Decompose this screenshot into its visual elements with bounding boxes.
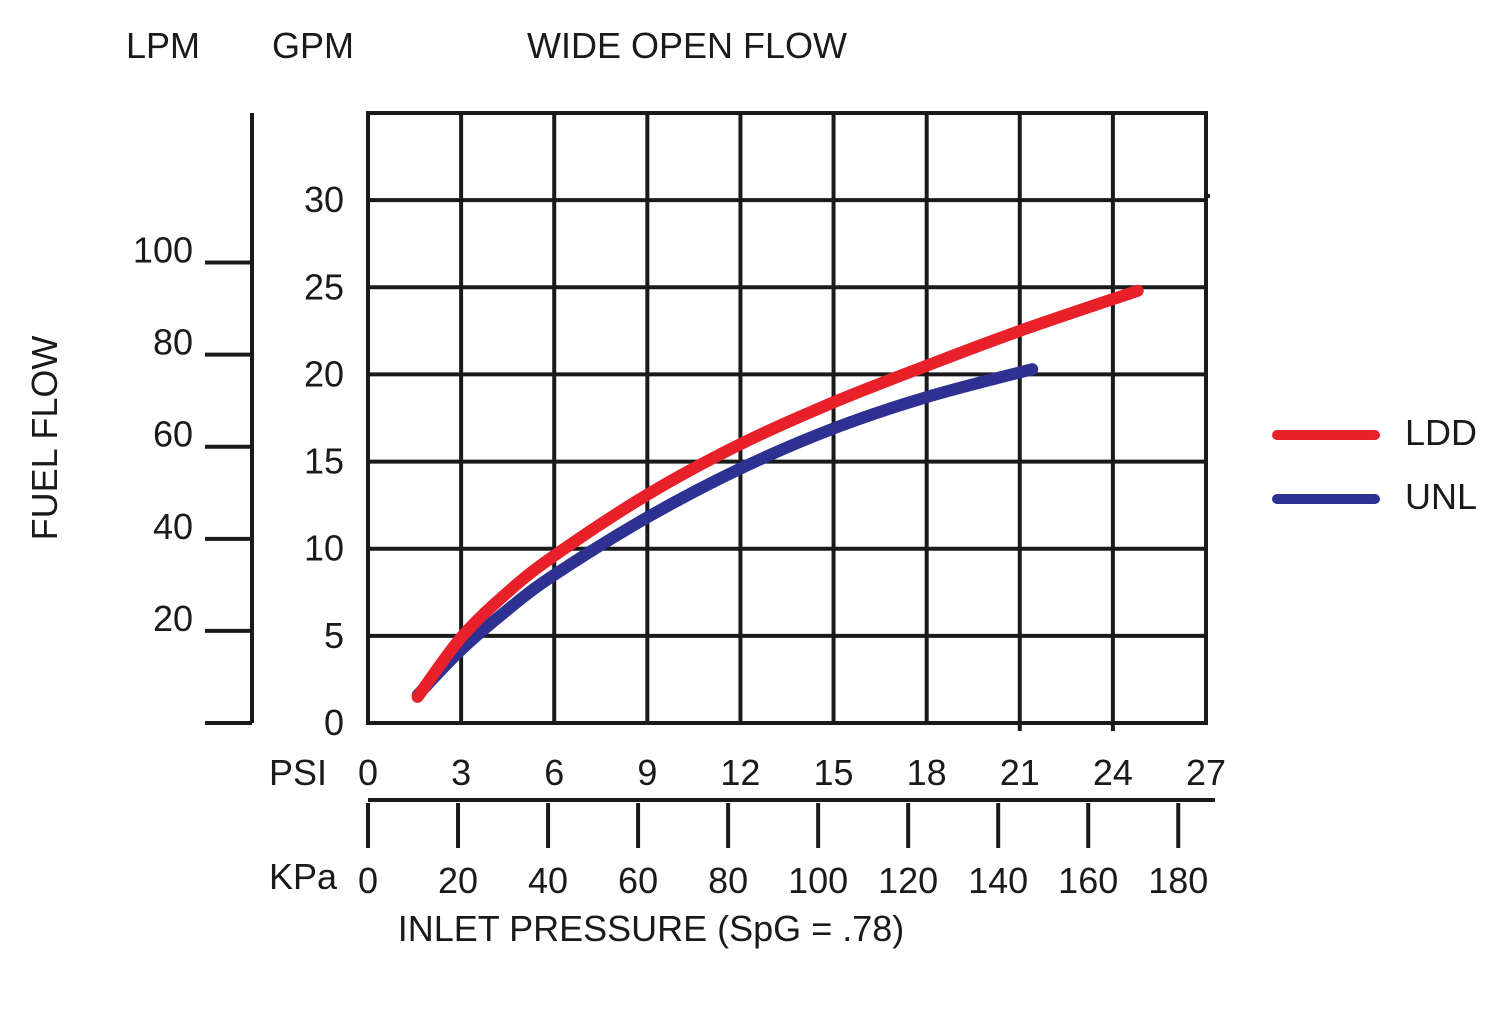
lpm-tick-label: 100 bbox=[133, 230, 193, 271]
lpm-tick-label: 40 bbox=[153, 506, 193, 547]
lpm-ticks: 20 40 60 80 100 bbox=[133, 230, 252, 639]
series-layer bbox=[411, 284, 1144, 703]
series-line-unl bbox=[411, 363, 1039, 702]
psi-tick-label: 3 bbox=[451, 752, 471, 793]
lpm-unit-label: LPM bbox=[126, 25, 200, 66]
grid-vertical bbox=[459, 113, 1115, 731]
kpa-tick-label: 0 bbox=[358, 860, 378, 901]
y-axis-title: FUEL FLOW bbox=[24, 336, 65, 541]
gpm-tick-label: 25 bbox=[304, 266, 344, 307]
lpm-tick-label: 80 bbox=[153, 322, 193, 363]
grid-horizontal bbox=[368, 198, 1206, 638]
gpm-tick-labels: 0 5 10 15 20 25 30 bbox=[304, 179, 344, 743]
gpm-tick-label: 20 bbox=[304, 353, 344, 394]
kpa-tick-label: 20 bbox=[438, 860, 478, 901]
gpm-tick-label: 10 bbox=[304, 528, 344, 569]
series-line-ldd bbox=[411, 284, 1144, 703]
psi-tick-label: 9 bbox=[637, 752, 657, 793]
kpa-tick-label: 180 bbox=[1148, 860, 1208, 901]
gpm-tick-label: 5 bbox=[324, 615, 344, 656]
gpm-unit-label: GPM bbox=[272, 25, 354, 66]
kpa-tick-label: 120 bbox=[878, 860, 938, 901]
kpa-tick-label: 140 bbox=[968, 860, 1028, 901]
lpm-tick-label: 20 bbox=[153, 598, 193, 639]
kpa-tick-label: 80 bbox=[708, 860, 748, 901]
psi-tick-label: 18 bbox=[907, 752, 947, 793]
lpm-tick-label: 60 bbox=[153, 414, 193, 455]
kpa-tick-label: 60 bbox=[618, 860, 658, 901]
psi-tick-label: 0 bbox=[358, 752, 378, 793]
psi-tick-label: 21 bbox=[1000, 752, 1040, 793]
kpa-tick-label: 40 bbox=[528, 860, 568, 901]
legend-label-unl: UNL bbox=[1405, 476, 1477, 517]
kpa-ticks: 0 20 40 60 80 100 120 140 160 180 bbox=[358, 803, 1208, 901]
kpa-tick-label: 100 bbox=[788, 860, 848, 901]
psi-unit-label: PSI bbox=[269, 752, 327, 793]
gpm-tick-label: 0 bbox=[324, 702, 344, 743]
x-axis-title: INLET PRESSURE (SpG = .78) bbox=[398, 908, 905, 949]
kpa-unit-label: KPa bbox=[269, 856, 338, 897]
plot-frame bbox=[366, 111, 1208, 725]
psi-tick-labels: 0 3 6 9 12 15 18 21 24 27 bbox=[358, 752, 1226, 793]
legend-label-ldd: LDD bbox=[1405, 412, 1477, 453]
psi-tick-label: 6 bbox=[544, 752, 564, 793]
gpm-tick-label: 30 bbox=[304, 179, 344, 220]
psi-tick-label: 27 bbox=[1186, 752, 1226, 793]
gpm-tick-label: 15 bbox=[304, 441, 344, 482]
kpa-tick-label: 160 bbox=[1058, 860, 1118, 901]
psi-tick-label: 24 bbox=[1093, 752, 1133, 793]
psi-tick-label: 12 bbox=[720, 752, 760, 793]
legend: LDD UNL bbox=[1272, 412, 1477, 517]
psi-tick-label: 15 bbox=[814, 752, 854, 793]
chart-title: WIDE OPEN FLOW bbox=[527, 25, 847, 66]
